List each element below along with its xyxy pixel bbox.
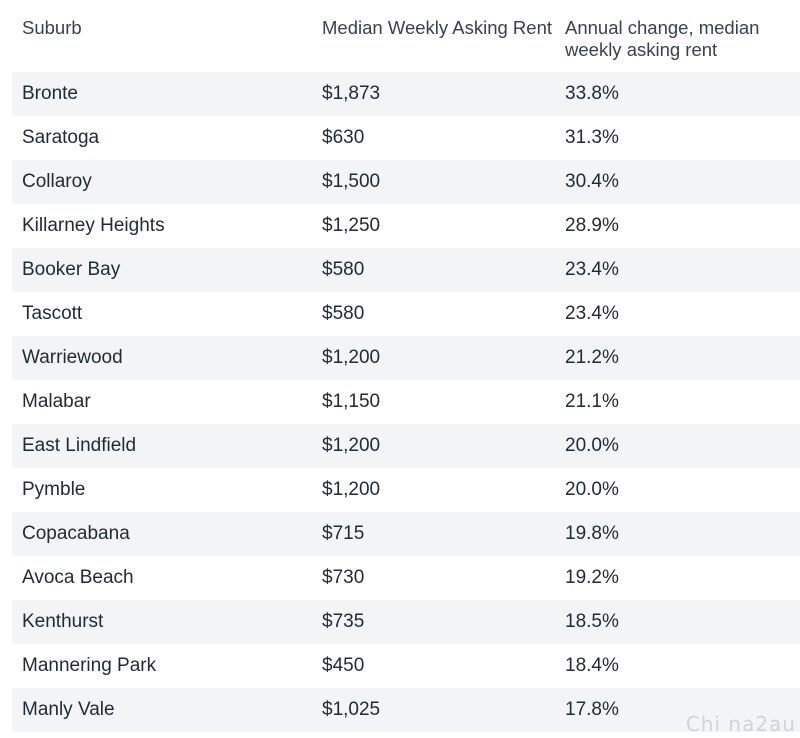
annual-change-cell: 23.4% — [565, 259, 619, 280]
table-row: Malabar $1,150 21.1% — [12, 380, 800, 424]
annual-change-cell: 28.9% — [565, 215, 619, 236]
table-row: Warriewood $1,200 21.2% — [12, 336, 800, 380]
annual-change-cell: 17.8% — [565, 699, 619, 720]
annual-change-cell: 18.5% — [565, 611, 619, 632]
suburb-cell: Malabar — [22, 391, 91, 412]
median-rent-cell: $1,873 — [322, 83, 381, 104]
table-row: Booker Bay $580 23.4% — [12, 248, 800, 292]
median-rent-cell: $715 — [322, 523, 365, 544]
suburb-cell: Avoca Beach — [22, 567, 134, 588]
median-rent-cell: $1,200 — [322, 435, 381, 456]
annual-change-cell: 18.4% — [565, 655, 619, 676]
suburb-cell: Saratoga — [22, 127, 100, 148]
suburb-cell: Pymble — [22, 479, 86, 500]
annual-change-cell: 20.0% — [565, 479, 619, 500]
watermark: Chi na2au — [685, 712, 796, 736]
table-row: Avoca Beach $730 19.2% — [12, 556, 800, 600]
table-row: Killarney Heights $1,250 28.9% — [12, 204, 800, 248]
suburb-cell: East Lindfield — [22, 435, 137, 456]
suburb-cell: Booker Bay — [22, 259, 121, 280]
suburb-cell: Warriewood — [22, 347, 123, 368]
median-rent-cell: $580 — [322, 303, 365, 324]
suburb-cell: Kenthurst — [22, 611, 104, 632]
annual-change-cell: 19.8% — [565, 523, 619, 544]
annual-change-cell: 23.4% — [565, 303, 619, 324]
suburb-cell: Tascott — [22, 303, 83, 324]
annual-change-cell: 31.3% — [565, 127, 619, 148]
median-rent-cell: $1,150 — [322, 391, 381, 412]
table-row: Manly Vale $1,025 17.8% — [12, 688, 800, 732]
rent-table: Suburb Median Weekly Asking Rent Annual … — [12, 0, 800, 732]
median-rent-cell: $450 — [322, 655, 365, 676]
table-row: Kenthurst $735 18.5% — [12, 600, 800, 644]
suburb-cell: Collaroy — [22, 171, 92, 192]
suburb-cell: Manly Vale — [22, 699, 115, 720]
median-rent-cell: $735 — [322, 611, 365, 632]
annual-change-cell: 33.8% — [565, 83, 619, 104]
annual-change-cell: 20.0% — [565, 435, 619, 456]
suburb-cell: Copacabana — [22, 523, 130, 544]
table-row: Pymble $1,200 20.0% — [12, 468, 800, 512]
header-median-rent: Median Weekly Asking Rent — [322, 17, 552, 38]
annual-change-cell: 19.2% — [565, 567, 619, 588]
suburb-cell: Mannering Park — [22, 655, 157, 676]
median-rent-cell: $1,250 — [322, 215, 381, 236]
annual-change-cell: 21.1% — [565, 391, 619, 412]
median-rent-cell: $580 — [322, 259, 365, 280]
table-header: Suburb Median Weekly Asking Rent Annual … — [12, 0, 800, 72]
median-rent-cell: $1,025 — [322, 699, 381, 720]
median-rent-cell: $630 — [322, 127, 365, 148]
median-rent-cell: $1,200 — [322, 347, 381, 368]
table-row: Copacabana $715 19.8% — [12, 512, 800, 556]
table-row: Collaroy $1,500 30.4% — [12, 160, 800, 204]
table-row: Tascott $580 23.4% — [12, 292, 800, 336]
median-rent-cell: $1,200 — [322, 479, 381, 500]
table-row: Saratoga $630 31.3% — [12, 116, 800, 160]
median-rent-cell: $730 — [322, 567, 365, 588]
table-row: Bronte $1,873 33.8% — [12, 72, 800, 116]
suburb-cell: Bronte — [22, 83, 78, 104]
header-annual-change: Annual change, median weekly asking rent — [565, 17, 760, 60]
annual-change-cell: 21.2% — [565, 347, 619, 368]
median-rent-cell: $1,500 — [322, 171, 381, 192]
header-suburb: Suburb — [22, 17, 82, 38]
suburb-cell: Killarney Heights — [22, 215, 165, 236]
table-row: East Lindfield $1,200 20.0% — [12, 424, 800, 468]
annual-change-cell: 30.4% — [565, 171, 619, 192]
table-row: Mannering Park $450 18.4% — [12, 644, 800, 688]
table-body: Bronte $1,873 33.8% Saratoga $630 31.3% Collar… — [12, 72, 800, 732]
